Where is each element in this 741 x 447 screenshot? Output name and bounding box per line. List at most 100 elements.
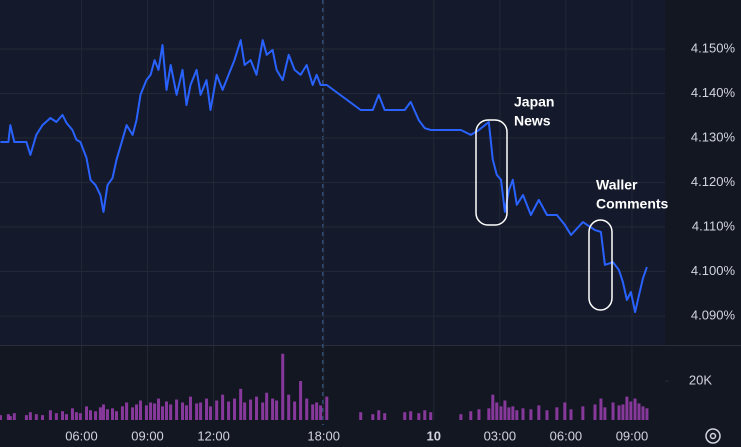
volume-bar <box>0 415 2 420</box>
volume-bar <box>315 402 319 420</box>
volume-bar <box>305 398 309 420</box>
y-tick-label: 4.090% <box>691 308 736 323</box>
volume-bar <box>383 413 387 420</box>
y-tick-label: 4.150% <box>691 40 736 55</box>
volume-bar <box>563 402 567 420</box>
volume-bar <box>65 414 68 420</box>
volume-bar <box>409 411 413 420</box>
plot-area <box>0 0 665 345</box>
volume-bar <box>311 404 315 420</box>
volume-bar <box>149 402 153 420</box>
volume-bar <box>603 407 607 420</box>
volume-bar <box>537 405 541 420</box>
volume-bar <box>54 413 58 420</box>
x-tick-label: 12:00 <box>197 428 230 443</box>
volume-bar <box>12 413 16 420</box>
volume-bar <box>299 381 303 420</box>
volume-bar <box>6 414 10 420</box>
volume-bar <box>164 401 168 420</box>
volume-bar <box>131 407 135 420</box>
volume-bar <box>185 405 189 420</box>
volume-bar <box>24 415 28 420</box>
settings-hub[interactable] <box>709 432 717 440</box>
volume-bar <box>325 396 329 420</box>
volume-bar <box>515 410 519 420</box>
volume-bar <box>169 404 173 420</box>
volume-bar <box>199 402 203 420</box>
x-tick-label: 06:00 <box>65 428 98 443</box>
volume-bar <box>625 396 629 420</box>
volume-bar <box>85 406 89 420</box>
volume-bar <box>34 414 38 420</box>
volume-bar <box>569 409 573 420</box>
volume-bar <box>529 409 533 420</box>
volume-bar <box>371 414 375 420</box>
settings-icon[interactable] <box>705 428 721 444</box>
volume-bar <box>195 403 199 420</box>
volume-bar <box>78 413 82 420</box>
volume-bar <box>403 412 407 420</box>
volume-bar <box>271 398 275 420</box>
volume-bar <box>459 414 463 420</box>
volume-bar <box>423 410 427 420</box>
y-tick-label: 4.140% <box>691 85 736 100</box>
x-tick-label: 03:00 <box>484 428 517 443</box>
y2-tick-label: 20K <box>689 372 712 387</box>
volume-bar <box>175 399 179 420</box>
volume-bar <box>521 408 525 420</box>
volume-bar <box>637 403 641 420</box>
volume-bar <box>507 407 511 420</box>
x-tick-label: 09:00 <box>616 428 649 443</box>
annotation-text: Japan <box>514 94 554 110</box>
x-tick-label: 10 <box>427 428 441 443</box>
volume-bar <box>98 407 102 420</box>
volume-bar <box>469 411 473 420</box>
volume-bar <box>287 394 291 420</box>
volume-bar <box>275 400 279 420</box>
volume-bar <box>617 405 621 420</box>
volume-bar <box>120 406 124 420</box>
annotation-text: News <box>514 113 551 129</box>
volume-bar <box>377 410 381 420</box>
volume-bar <box>40 415 44 420</box>
annotation-oval <box>588 219 613 311</box>
y-tick-label: 4.110% <box>692 218 736 233</box>
volume-bar <box>144 405 148 420</box>
volume-bar <box>105 409 109 420</box>
y-tick-label: 4.120% <box>691 174 736 189</box>
settings-gear[interactable] <box>705 428 721 444</box>
volume-bar <box>125 402 129 420</box>
volume-bar <box>221 394 225 420</box>
volume-bar <box>8 416 12 420</box>
volume-bar <box>135 404 139 420</box>
x-tick-label: 06:00 <box>550 428 583 443</box>
volume-bar <box>209 406 213 420</box>
grid <box>0 0 665 420</box>
volume-bar <box>94 411 98 420</box>
volume-bar <box>499 406 503 420</box>
volume-bar <box>138 400 142 420</box>
volume-bar <box>645 408 649 420</box>
volume-bar <box>487 408 491 420</box>
volume-bar <box>28 412 32 420</box>
volume-bar <box>319 405 323 420</box>
volume-bar <box>599 398 603 420</box>
annotation-text: Waller <box>596 177 638 193</box>
volume-bar <box>281 353 285 420</box>
volume-bar <box>70 408 74 420</box>
volume-bar <box>417 413 421 420</box>
volume-bar <box>629 401 633 420</box>
volume-bar <box>293 401 297 420</box>
volume-bar <box>593 404 597 420</box>
volume-bar <box>188 396 192 420</box>
x-tick-label: 18:00 <box>307 428 340 443</box>
volume-bar <box>503 400 507 420</box>
volume-bar <box>621 404 625 420</box>
volume-bar <box>581 406 585 420</box>
annotation-text: Comments <box>596 196 669 212</box>
volume-bar <box>181 402 185 420</box>
volume-bar <box>495 402 499 420</box>
volume-bar <box>477 409 481 420</box>
volume-bar <box>255 396 259 420</box>
volume-bar <box>61 411 65 420</box>
